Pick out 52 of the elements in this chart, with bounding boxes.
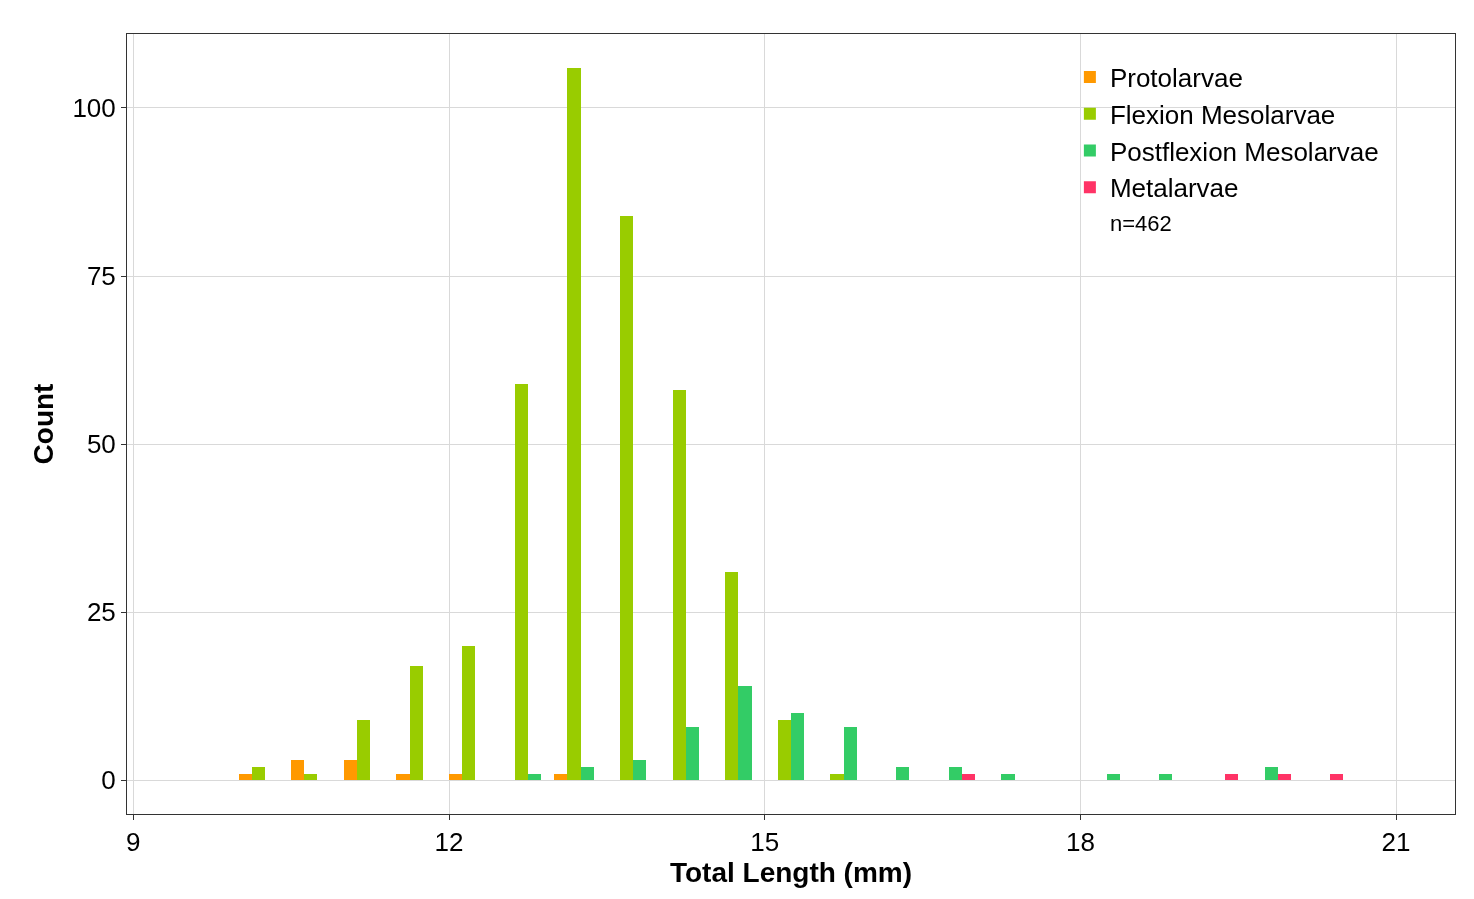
bar [515,384,528,780]
bar [304,774,317,780]
bar [344,760,357,780]
bar [410,666,423,780]
bar [633,760,646,780]
bar [778,720,791,780]
x-tick-label: 12 [434,827,464,858]
bar [830,774,844,780]
bar [791,713,804,780]
bar [239,774,252,780]
bar [949,767,962,780]
bar [738,686,752,780]
bar [1107,774,1120,780]
legend-label: Protolarvae [1109,63,1243,94]
bar [1159,774,1172,780]
bar [462,646,475,780]
y-tick-label: 100 [72,93,116,124]
y-tick-label: 25 [86,597,116,628]
bar [673,390,686,780]
legend-label: Postflexion Mesolarvae [1109,136,1379,167]
bar [725,572,738,780]
bar [581,767,594,780]
y-tick-label: 0 [101,765,116,796]
bar [528,774,541,780]
x-tick-label: 9 [126,827,141,858]
bar [620,216,633,780]
annotation: n=462 [1110,211,1172,236]
bar [449,774,462,780]
bar [686,727,699,780]
bar [844,727,857,780]
bar [291,760,304,780]
x-tick-label: 21 [1381,827,1411,858]
bar [396,774,410,780]
bar [896,767,909,780]
bar [962,774,975,780]
bar [1225,774,1238,780]
bar [1265,767,1278,780]
bar [554,774,567,780]
legend-label: Flexion Mesolarvae [1109,99,1336,130]
bar [252,767,265,780]
x-tick-label: 15 [750,827,780,858]
bar [567,68,581,780]
bar [357,720,370,780]
legend-label: Metalarvae [1109,173,1239,204]
y-tick-label: 50 [86,429,116,460]
y-axis-title: Count [28,383,60,465]
bar [1001,774,1015,780]
bar [1278,774,1291,780]
bar [1330,774,1343,780]
x-tick-label: 18 [1065,827,1095,858]
x-axis-title: Total Length (mm) [669,857,913,889]
y-tick-label: 75 [86,261,116,292]
